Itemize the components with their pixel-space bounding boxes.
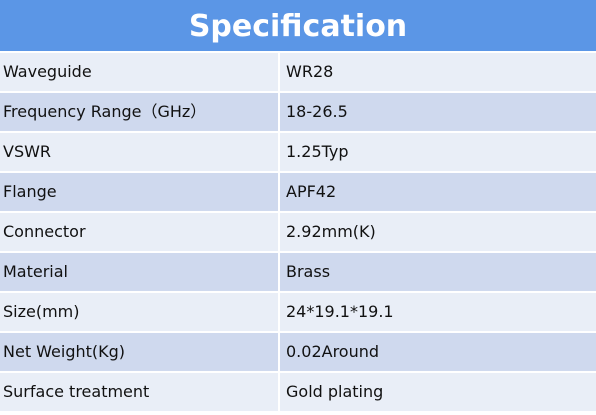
table-row: Net Weight(Kg) 0.02Around	[0, 333, 596, 373]
spec-value: 18-26.5	[286, 102, 348, 121]
spec-label: Size(mm)	[0, 293, 280, 331]
spec-value: APF42	[286, 182, 337, 201]
table-row: Size(mm) 24*19.1*19.1	[0, 293, 596, 333]
spec-value: 2.92mm(K)	[286, 222, 376, 241]
table-row: Flange APF42	[0, 173, 596, 213]
spec-label: Flange	[0, 173, 280, 211]
spec-label: VSWR	[0, 133, 280, 171]
table-row: Connector 2.92mm(K)	[0, 213, 596, 253]
table-row: Surface treatment Gold plating	[0, 373, 596, 413]
spec-label: Material	[0, 253, 280, 291]
spec-label: Frequency Range（GHz）	[0, 93, 280, 131]
spec-label: Waveguide	[0, 53, 280, 91]
table-row: VSWR 1.25Typ	[0, 133, 596, 173]
spec-value: WR28	[286, 62, 334, 81]
table-body: Waveguide WR28 Frequency Range（GHz） 18-26.5…	[0, 53, 596, 413]
table-row: Waveguide WR28	[0, 53, 596, 93]
spec-value: 24*19.1*19.1	[286, 302, 394, 321]
spec-label: Connector	[0, 213, 280, 251]
table-row: Material Brass	[0, 253, 596, 293]
spec-label: Surface treatment	[0, 373, 280, 411]
spec-value: 0.02Around	[286, 342, 380, 361]
table-title: Specification	[0, 0, 596, 53]
spec-label: Net Weight(Kg)	[0, 333, 280, 371]
spec-value: 1.25Typ	[286, 142, 349, 161]
spec-value: Brass	[286, 262, 331, 281]
table-row: Frequency Range（GHz） 18-26.5	[0, 93, 596, 133]
spec-value: Gold plating	[286, 382, 384, 401]
